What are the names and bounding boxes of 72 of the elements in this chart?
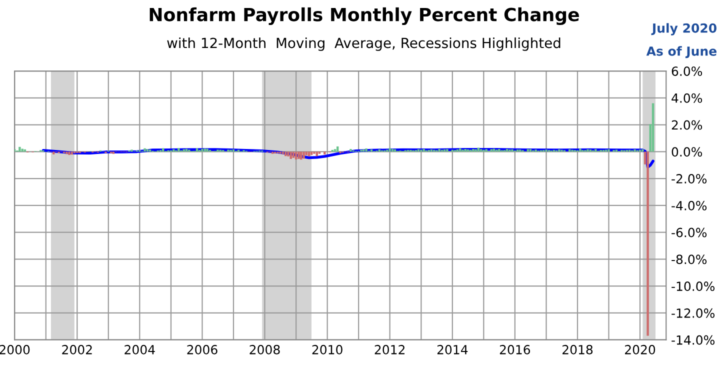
y-tick-label: 0.0% <box>672 147 702 157</box>
bar <box>178 148 180 152</box>
x-tick-label: 2020 <box>625 344 656 354</box>
x-tick-label: 2010 <box>312 344 342 354</box>
bar <box>284 152 287 156</box>
bar <box>21 148 24 152</box>
bar <box>172 149 175 152</box>
bar <box>162 148 164 152</box>
x-tick-label: 2012 <box>374 344 404 354</box>
bar <box>66 152 68 154</box>
bar <box>70 152 74 155</box>
y-tick-label: -14.0% <box>672 335 715 345</box>
bar <box>485 149 488 152</box>
chart-subtitle: with 12-Month Moving Average, Recessions Highlighted <box>167 37 560 51</box>
x-tick-label: 2006 <box>187 344 218 354</box>
bar <box>294 152 298 160</box>
bar <box>464 148 466 152</box>
bar <box>642 149 644 152</box>
text: July 2020 <box>651 23 716 36</box>
bar <box>608 149 610 152</box>
bar <box>298 152 300 159</box>
bar <box>446 149 448 152</box>
x-tick-label: 2018 <box>562 344 593 354</box>
bar <box>206 148 208 152</box>
bar <box>472 148 474 152</box>
text: As of June <box>646 46 716 58</box>
bar <box>558 149 560 152</box>
bar <box>52 152 55 154</box>
bar <box>365 148 368 152</box>
bar <box>579 148 582 152</box>
y-tick-label: -8.0% <box>672 254 707 264</box>
bar <box>316 152 318 156</box>
bar <box>300 152 302 160</box>
bar <box>290 152 292 159</box>
bar <box>586 149 589 152</box>
bar <box>388 148 391 152</box>
y-tick-label: -10.0% <box>672 282 715 292</box>
bar <box>68 152 70 156</box>
y-tick-label: 4.0% <box>672 93 702 103</box>
y-tick-label: 6.0% <box>672 66 702 76</box>
bar <box>201 148 204 152</box>
bar <box>144 148 146 152</box>
x-tick-label: 2008 <box>250 344 280 354</box>
bar <box>310 152 313 155</box>
x-tick-label: 2016 <box>500 344 530 354</box>
bar <box>422 148 425 152</box>
x-tick-label: 2002 <box>62 344 92 354</box>
bar <box>594 149 597 152</box>
y-tick-label: -6.0% <box>672 228 707 238</box>
bar <box>324 152 326 154</box>
bar <box>350 148 352 152</box>
bar <box>287 152 290 156</box>
y-tick-label: 2.0% <box>672 120 702 130</box>
bar <box>498 148 500 152</box>
x-tick-label: 2004 <box>124 344 155 354</box>
bar <box>438 148 440 152</box>
line-series <box>42 148 654 169</box>
bar <box>646 152 649 336</box>
y-tick-label: -4.0% <box>672 200 707 210</box>
bar <box>292 152 295 158</box>
x-tick-label: 2014 <box>437 344 468 354</box>
chart-title: Nonfarm Payrolls Monthly Percent Change <box>150 7 579 26</box>
bar <box>305 152 308 156</box>
y-tick-label: -12.0% <box>672 308 715 318</box>
bar <box>474 149 477 152</box>
bar <box>511 149 514 152</box>
bar <box>302 152 305 159</box>
x-tick-label: 2000 <box>0 344 30 354</box>
bar <box>634 149 636 152</box>
y-tick-label: -2.0% <box>672 174 707 184</box>
bar <box>492 148 496 152</box>
bar <box>18 146 21 152</box>
